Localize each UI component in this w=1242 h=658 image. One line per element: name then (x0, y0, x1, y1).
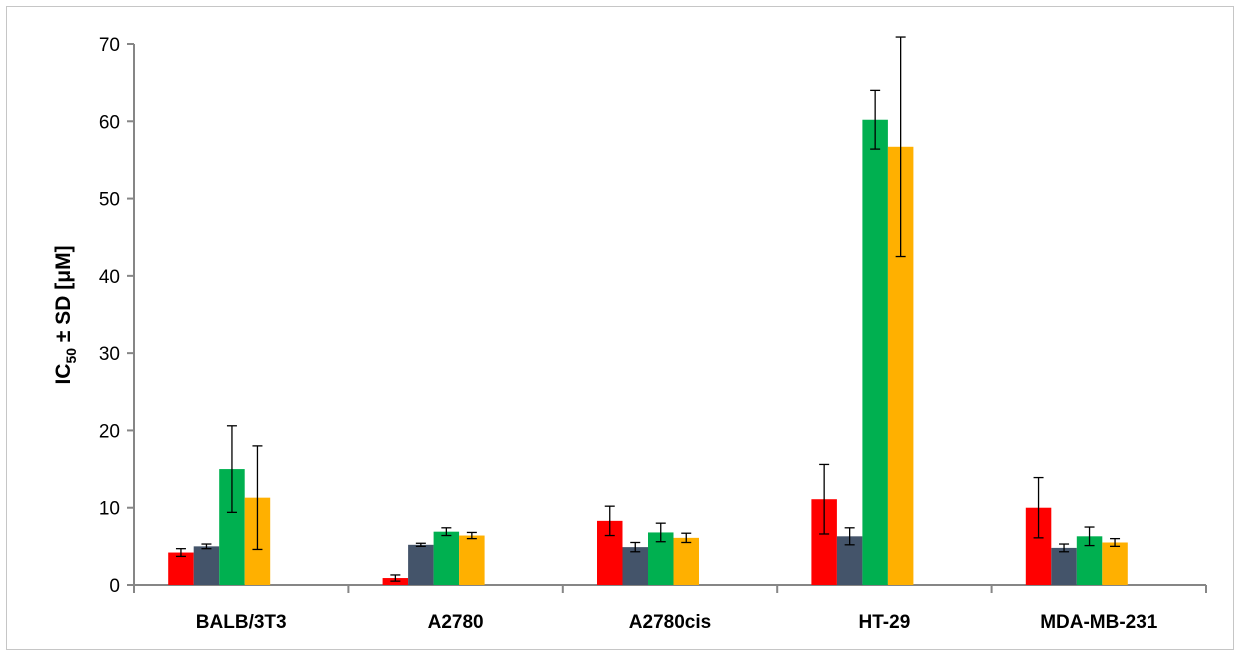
y-tick-label: 30 (99, 344, 120, 365)
y-axis: 0 10 20 30 40 50 60 70 (99, 35, 135, 597)
y-axis-label-subscript: 50 (63, 348, 79, 364)
bar (168, 552, 194, 585)
bar (193, 546, 220, 585)
y-tick-label: 70 (99, 35, 120, 56)
y-tick-label: 20 (99, 421, 120, 442)
y-axis-label: IC50 ± SD [μM] (52, 245, 79, 384)
bar (1051, 547, 1077, 585)
y-tick-label: 60 (99, 112, 120, 133)
bar (673, 537, 699, 585)
bar (862, 119, 888, 586)
y-tick-label: 40 (99, 267, 120, 288)
y-axis-label-rest: ± SD [μM] (52, 245, 75, 348)
x-category-label: BALB/3T3 (196, 612, 287, 633)
x-category-label: A2780 (428, 612, 484, 633)
x-category-label: HT-29 (859, 612, 911, 633)
error-bars (175, 36, 1121, 582)
x-axis: BALB/3T3 A2780 A2780cis HT-29 MDA-MB-231 (133, 584, 1207, 633)
bar (622, 547, 648, 585)
y-tick-label: 10 (99, 499, 120, 520)
x-category-label: MDA-MB-231 (1040, 612, 1158, 633)
bars (168, 119, 1128, 586)
x-category-label: A2780cis (629, 612, 711, 633)
bar (459, 535, 485, 585)
bar (1102, 542, 1128, 585)
y-tick-label: 0 (109, 576, 120, 597)
bar (408, 544, 434, 585)
y-axis-label-main: IC (52, 364, 75, 385)
y-tick-label: 50 (99, 190, 120, 211)
bar (433, 531, 460, 585)
